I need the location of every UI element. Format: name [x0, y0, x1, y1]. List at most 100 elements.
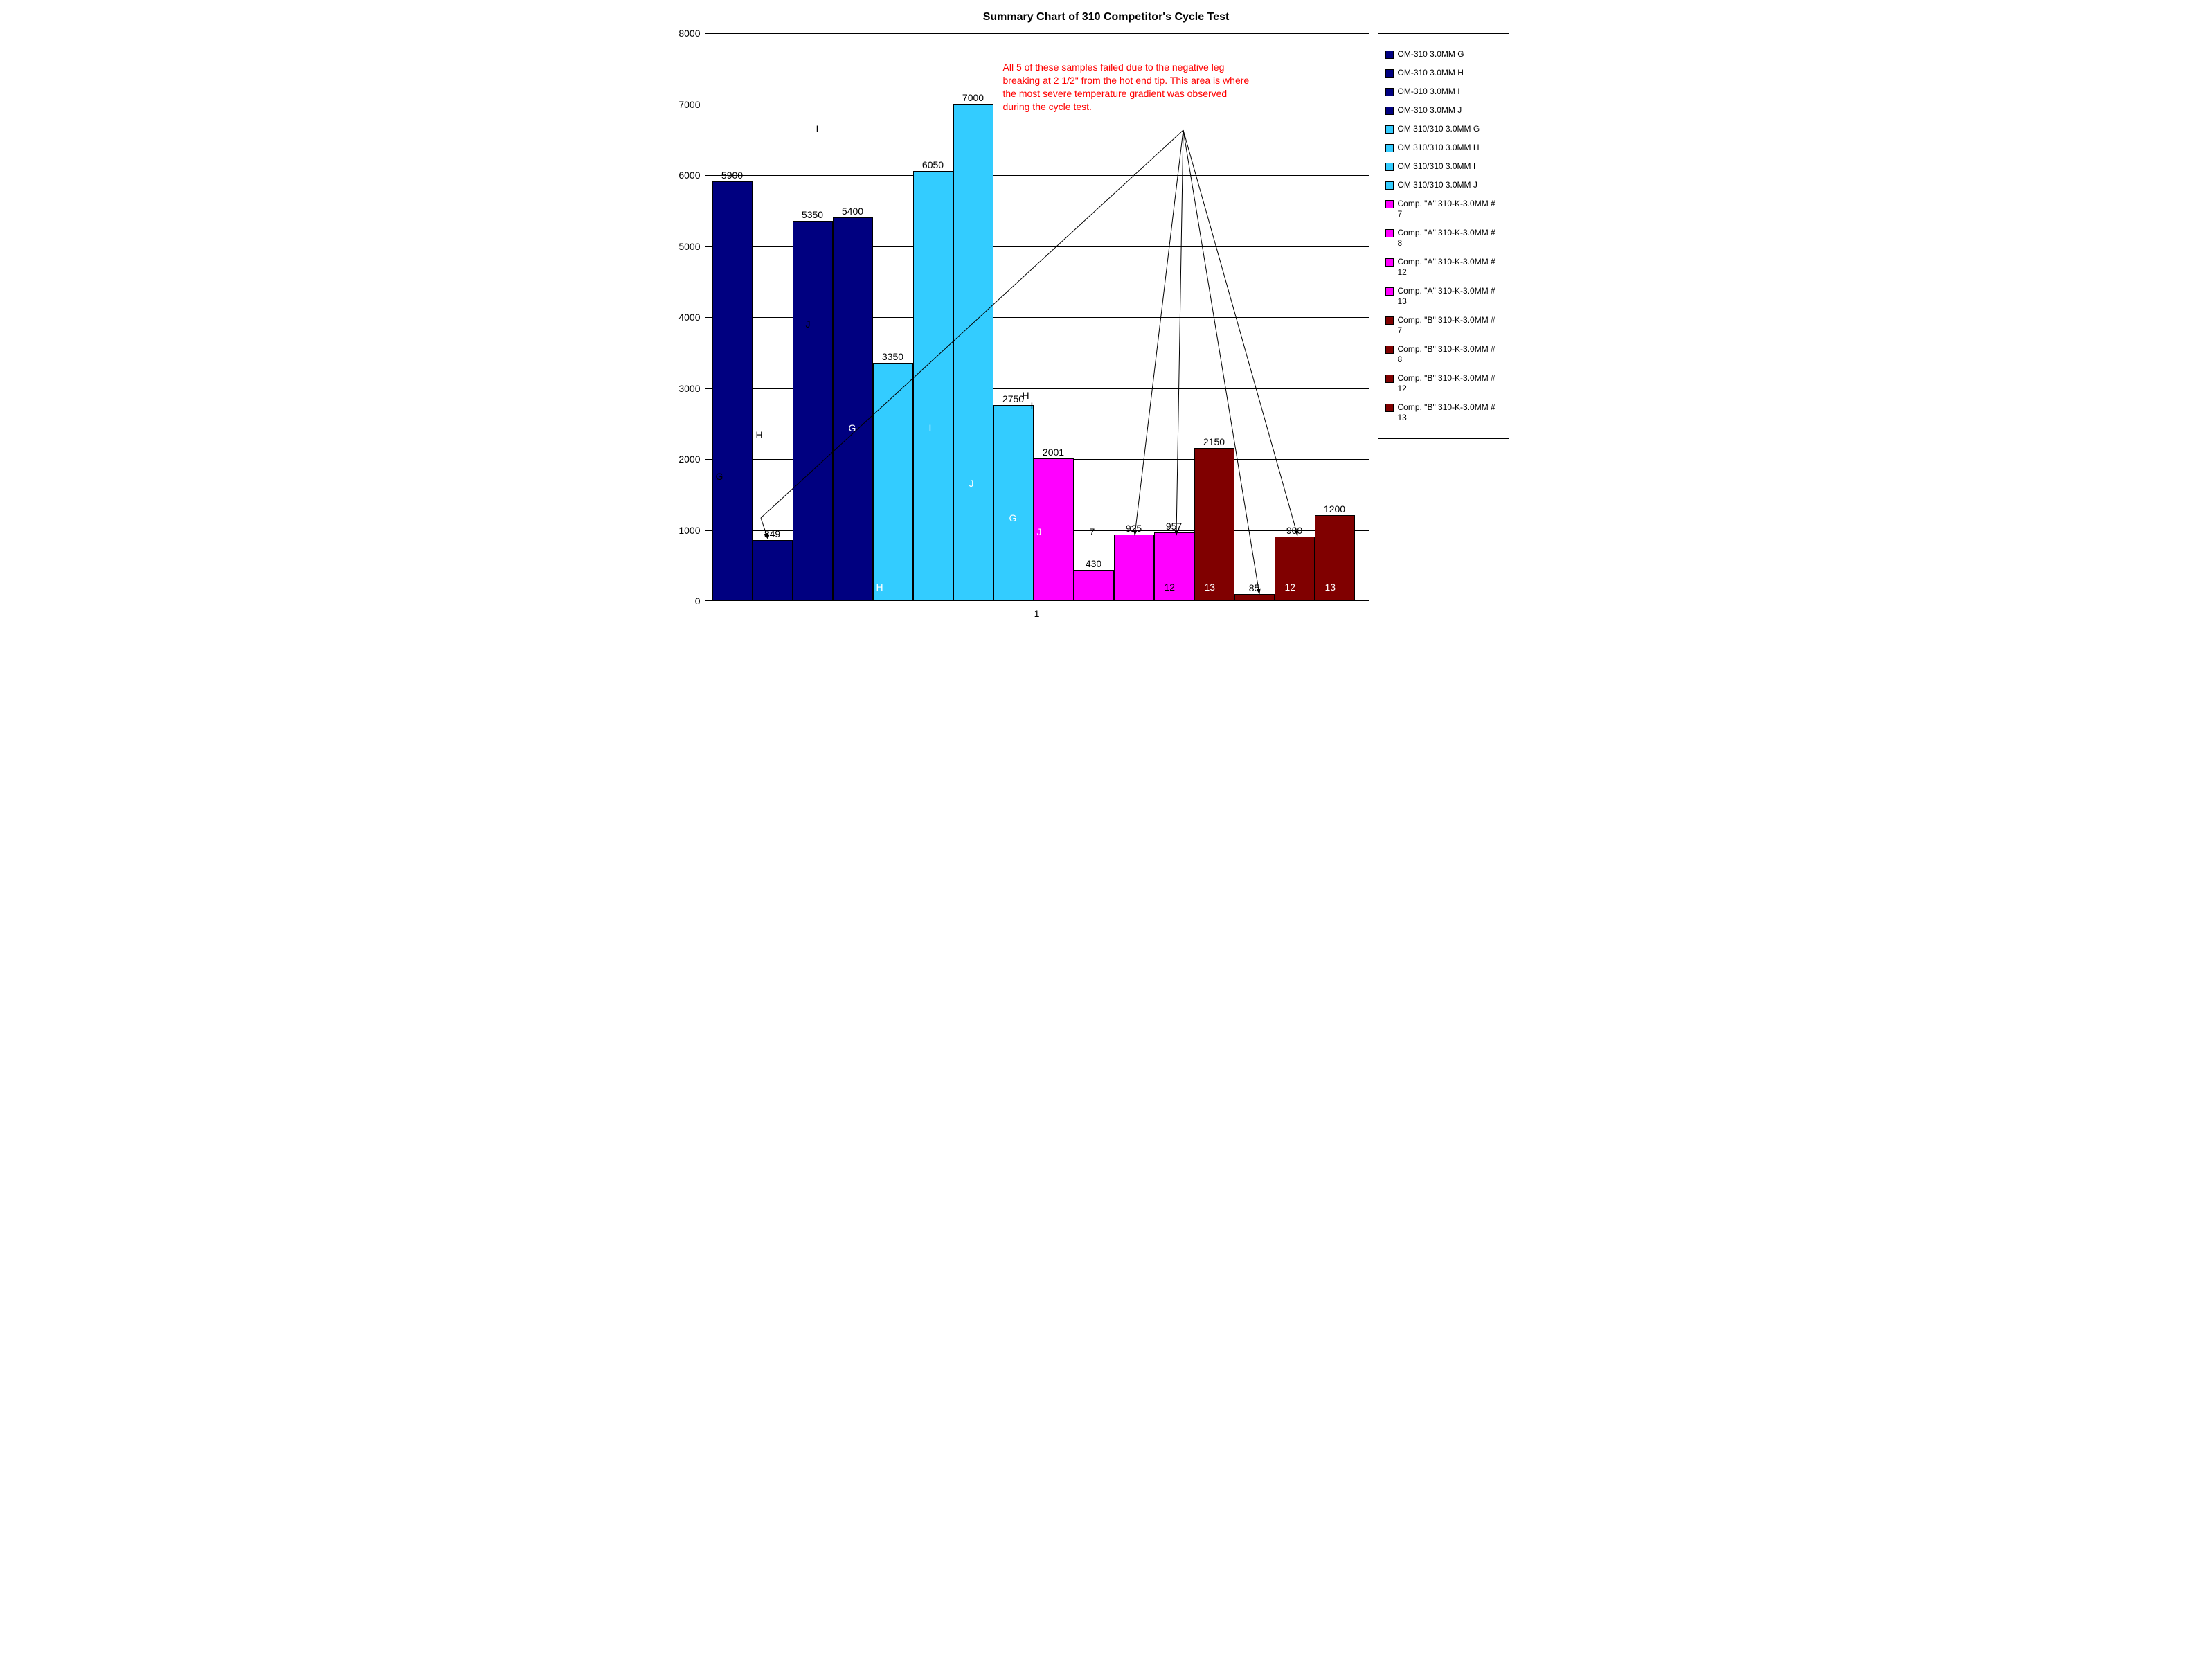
legend-label: Comp. "B" 310-K-3.0MM # 13 — [1398, 402, 1502, 423]
bar-slot: 120013 — [1315, 515, 1355, 600]
y-tick-label: 6000 — [678, 170, 700, 181]
bar-value-label: 849 — [764, 528, 780, 541]
bar-slot: 4307 — [1074, 570, 1114, 600]
y-tick-label: 4000 — [678, 312, 700, 323]
legend-swatch — [1385, 316, 1394, 325]
bar-slot: 95712 — [1154, 532, 1194, 600]
bar-inner-label: J — [1037, 526, 1042, 537]
y-tick-label: 3000 — [678, 383, 700, 394]
bar-slot: 5350J — [793, 221, 833, 600]
bar-slot: 7000J — [953, 104, 993, 601]
legend-swatch — [1385, 125, 1394, 134]
legend-label: Comp. "A" 310-K-3.0MM # 12 — [1398, 257, 1502, 278]
plot-wrap: 5900G849H5350J5400G3350H6050I7000J2750G2… — [705, 33, 1369, 619]
bar-inner-label: J — [969, 478, 974, 489]
bar-value-label: 2001 — [1043, 447, 1064, 459]
bar: 2001J — [1034, 458, 1074, 600]
legend-item: OM-310 3.0MM H — [1385, 68, 1502, 78]
bar-value-label: 957 — [1166, 521, 1182, 533]
bar-slot: 5900G — [712, 181, 753, 600]
legend-item: Comp. "A" 310-K-3.0MM # 8 — [1385, 228, 1502, 249]
legend-swatch — [1385, 107, 1394, 115]
bar: 2750G — [993, 405, 1034, 600]
legend-label: OM 310/310 3.0MM H — [1398, 143, 1480, 153]
bar: 90012 — [1275, 537, 1315, 600]
bar-inner-label: 7 — [1090, 526, 1095, 537]
bar: 215013 — [1194, 448, 1234, 600]
legend-item: OM 310/310 3.0MM J — [1385, 180, 1502, 190]
floating-label: I — [1031, 400, 1034, 411]
bar-inner-label: G — [716, 471, 723, 482]
bar-value-label: 85 — [1249, 582, 1260, 595]
bar-slot: 90012 — [1275, 537, 1315, 600]
bar: 849H — [753, 540, 793, 600]
bar-slot: 2750G — [993, 405, 1034, 600]
legend-label: OM-310 3.0MM G — [1398, 49, 1464, 60]
legend-item: OM-310 3.0MM G — [1385, 49, 1502, 60]
legend-swatch — [1385, 404, 1394, 412]
bar-slot: 215013 — [1194, 448, 1234, 600]
bar-inner-label: G — [849, 422, 856, 433]
bar: 925 — [1114, 535, 1154, 600]
legend-item: OM 310/310 3.0MM G — [1385, 124, 1502, 134]
plot-area: 5900G849H5350J5400G3350H6050I7000J2750G2… — [705, 33, 1369, 601]
legend-label: OM-310 3.0MM H — [1398, 68, 1464, 78]
bar: 3350H — [873, 363, 913, 600]
bar-inner-label: G — [1009, 512, 1017, 523]
bar-slot: 849H — [753, 540, 793, 600]
legend-swatch — [1385, 200, 1394, 208]
legend-swatch — [1385, 69, 1394, 78]
legend-swatch — [1385, 51, 1394, 59]
legend-item: Comp. "B" 310-K-3.0MM # 7 — [1385, 315, 1502, 336]
bar-inner-label: J — [806, 319, 811, 330]
bar-slot: 925 — [1114, 535, 1154, 600]
bar: 857 — [1234, 594, 1275, 600]
legend-item: Comp. "B" 310-K-3.0MM # 13 — [1385, 402, 1502, 423]
legend-item: OM-310 3.0MM J — [1385, 105, 1502, 116]
bar-value-label: 430 — [1086, 558, 1101, 571]
legend-item: Comp. "B" 310-K-3.0MM # 8 — [1385, 344, 1502, 365]
y-axis: 010002000300040005000600070008000 — [670, 33, 705, 601]
legend-item: Comp. "A" 310-K-3.0MM # 12 — [1385, 257, 1502, 278]
bar: 120013 — [1315, 515, 1355, 600]
bars-container: 5900G849H5350J5400G3350H6050I7000J2750G2… — [705, 33, 1355, 600]
legend-label: Comp. "B" 310-K-3.0MM # 8 — [1398, 344, 1502, 365]
legend-item: OM-310 3.0MM I — [1385, 87, 1502, 97]
bar-slot: 3350H — [873, 363, 913, 600]
bar-inner-label: H — [876, 582, 883, 593]
y-tick-label: 5000 — [678, 241, 700, 252]
bar-value-label: 900 — [1286, 525, 1302, 537]
bar-slot: 857 — [1234, 594, 1275, 600]
legend-label: OM 310/310 3.0MM G — [1398, 124, 1480, 134]
bar-value-label: 7000 — [962, 92, 984, 105]
bar-inner-label: I — [929, 422, 932, 433]
y-tick-label: 2000 — [678, 454, 700, 465]
legend-label: Comp. "A" 310-K-3.0MM # 7 — [1398, 199, 1502, 219]
bar-inner-label: 13 — [1325, 582, 1336, 593]
bar-inner-label: 13 — [1205, 582, 1216, 593]
bar-value-label: 2750 — [1002, 393, 1024, 406]
legend-swatch — [1385, 229, 1394, 237]
chart-row: 010002000300040005000600070008000 5900G8… — [670, 33, 1543, 619]
legend-swatch — [1385, 181, 1394, 190]
bar-value-label: 2150 — [1203, 436, 1225, 449]
legend-swatch — [1385, 346, 1394, 354]
legend-label: OM-310 3.0MM J — [1398, 105, 1462, 116]
x-axis-label: 1 — [705, 601, 1369, 619]
bar-slot: 2001J — [1034, 458, 1074, 600]
chart-page: Summary Chart of 310 Competitor's Cycle … — [663, 0, 1549, 633]
bar-value-label: 5400 — [842, 206, 863, 218]
legend-label: Comp. "A" 310-K-3.0MM # 13 — [1398, 286, 1502, 307]
bar-value-label: 1200 — [1324, 503, 1345, 516]
y-tick-label: 8000 — [678, 28, 700, 39]
bar-value-label: 925 — [1126, 523, 1142, 535]
legend-swatch — [1385, 88, 1394, 96]
bar: 4307 — [1074, 570, 1114, 600]
floating-label: H — [1023, 390, 1029, 401]
chart-title: Summary Chart of 310 Competitor's Cycle … — [670, 7, 1543, 33]
y-tick-label: 1000 — [678, 525, 700, 536]
floating-label: I — [816, 123, 819, 134]
bar: 6050I — [913, 171, 953, 600]
legend-swatch — [1385, 375, 1394, 383]
bar-inner-label: 12 — [1285, 582, 1296, 593]
